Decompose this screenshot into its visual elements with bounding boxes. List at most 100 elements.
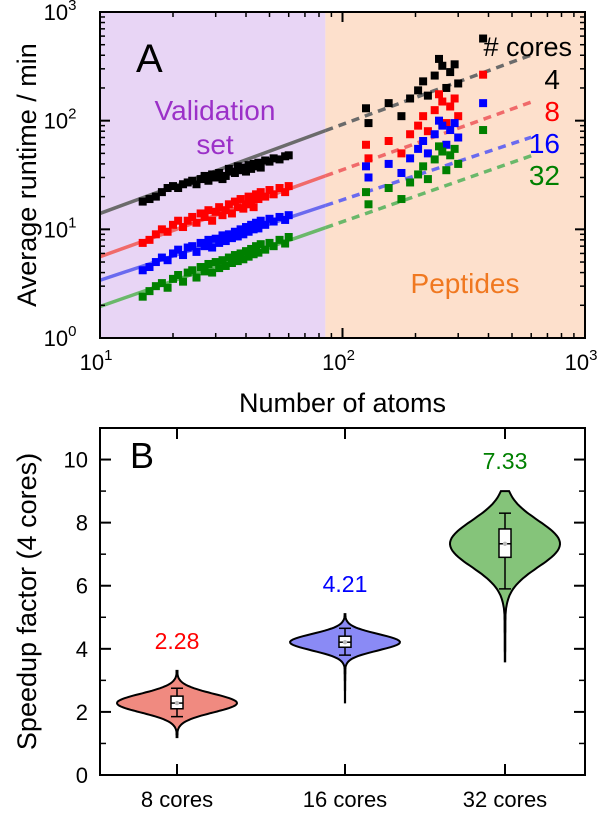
mean-label: 4.21 bbox=[323, 571, 368, 597]
point-32-cores bbox=[168, 274, 177, 283]
point-8-cores bbox=[249, 203, 258, 212]
axis-ticks-b: 0 2 4 6 8 10 8 cores 16 cores 32 cores bbox=[64, 427, 585, 812]
point-16-cores bbox=[450, 119, 459, 128]
point-4-cores bbox=[215, 168, 224, 177]
point-8-cores bbox=[479, 70, 488, 79]
point-32-cores bbox=[138, 292, 147, 301]
point-32-cores bbox=[151, 282, 160, 291]
point-32-cores bbox=[188, 266, 197, 275]
point-16-cores bbox=[249, 225, 258, 234]
point-4-cores bbox=[230, 168, 239, 177]
point-16-cores bbox=[454, 133, 463, 142]
y-tick-base: 10 bbox=[44, 326, 68, 351]
point-4-cores bbox=[145, 195, 154, 204]
point-4-cores bbox=[241, 167, 250, 176]
point-16-cores bbox=[200, 242, 209, 251]
point-8-cores bbox=[252, 190, 261, 199]
point-32-cores bbox=[227, 258, 236, 267]
point-4-cores bbox=[174, 184, 183, 193]
data-points bbox=[138, 34, 488, 301]
x-tick-label: 103 bbox=[565, 347, 598, 375]
point-8-cores bbox=[450, 94, 459, 103]
point-32-cores bbox=[249, 250, 258, 259]
point-16-cores bbox=[406, 154, 415, 163]
point-16-cores bbox=[397, 168, 406, 177]
legend-entry-8: 8 bbox=[544, 96, 560, 127]
y-tick-label: 101 bbox=[44, 214, 77, 242]
point-8-cores bbox=[230, 197, 239, 206]
point-16-cores bbox=[151, 258, 160, 267]
x-tick-exponent: 1 bbox=[104, 347, 112, 364]
point-8-cores bbox=[254, 195, 263, 204]
point-4-cores bbox=[362, 104, 371, 113]
y-tick-label-b: 2 bbox=[76, 700, 88, 725]
point-8-cores bbox=[430, 106, 439, 115]
point-16-cores bbox=[221, 237, 230, 246]
point-32-cores bbox=[183, 268, 192, 277]
point-8-cores bbox=[241, 200, 250, 209]
point-4-cores bbox=[211, 173, 220, 182]
point-8-cores bbox=[145, 235, 154, 244]
point-32-cores bbox=[218, 256, 227, 265]
point-32-cores bbox=[281, 239, 290, 248]
point-16-cores bbox=[362, 162, 371, 171]
point-32-cores bbox=[406, 178, 415, 187]
point-8-cores bbox=[435, 90, 444, 99]
point-4-cores bbox=[200, 171, 209, 180]
point-32-cores bbox=[397, 195, 406, 204]
point-16-cores bbox=[419, 136, 428, 145]
y-tick-label-b: 6 bbox=[76, 574, 88, 599]
point-4-cores bbox=[261, 156, 270, 165]
point-4-cores bbox=[179, 180, 188, 189]
point-32-cores bbox=[265, 238, 274, 247]
point-16-cores bbox=[227, 234, 236, 243]
y-tick-base: 10 bbox=[44, 0, 68, 25]
point-8-cores bbox=[423, 127, 432, 136]
point-16-cores bbox=[256, 216, 265, 225]
point-16-cores bbox=[438, 121, 447, 130]
point-32-cores bbox=[163, 283, 172, 292]
point-32-cores bbox=[241, 247, 250, 256]
point-16-cores bbox=[442, 140, 451, 149]
point-4-cores bbox=[247, 164, 256, 173]
point-4-cores bbox=[438, 61, 447, 70]
point-32-cores bbox=[479, 126, 488, 135]
point-8-cores bbox=[233, 203, 242, 212]
point-32-cores bbox=[179, 277, 188, 286]
point-8-cores bbox=[384, 136, 393, 145]
point-16-cores bbox=[168, 249, 177, 258]
violin-16-cores bbox=[289, 613, 401, 704]
y-tick-label-b: 4 bbox=[76, 637, 88, 662]
point-8-cores bbox=[183, 216, 192, 225]
point-8-cores bbox=[157, 225, 166, 234]
point-16-cores bbox=[414, 144, 423, 153]
point-16-cores bbox=[446, 126, 455, 135]
point-8-cores bbox=[204, 206, 213, 215]
point-4-cores bbox=[284, 151, 293, 160]
point-4-cores bbox=[265, 157, 274, 166]
panel-b-speedup-violin: 2.28 4.21 7.33 0 2 4 6 8 10 8 cores 16 cores 32 co… bbox=[12, 427, 586, 812]
legend-entry-32: 32 bbox=[529, 160, 560, 191]
region-label-peptides: Peptides bbox=[411, 268, 520, 299]
point-8-cores bbox=[284, 182, 293, 191]
point-8-cores bbox=[442, 119, 451, 128]
mean-marker bbox=[174, 700, 180, 706]
point-8-cores bbox=[362, 140, 371, 149]
x-tick-base: 10 bbox=[565, 350, 589, 375]
mean-marker bbox=[342, 639, 348, 645]
point-8-cores bbox=[224, 200, 233, 209]
point-32-cores bbox=[384, 184, 393, 193]
point-8-cores bbox=[261, 192, 270, 201]
point-8-cores bbox=[438, 97, 447, 106]
point-8-cores bbox=[179, 223, 188, 232]
point-16-cores bbox=[435, 116, 444, 125]
point-16-cores bbox=[163, 256, 172, 265]
point-16-cores bbox=[252, 218, 261, 227]
point-32-cores bbox=[364, 200, 373, 209]
point-8-cores bbox=[151, 230, 160, 239]
point-16-cores bbox=[145, 263, 154, 272]
y-tick-exponent: 3 bbox=[68, 0, 76, 14]
y-tick-label: 100 bbox=[44, 323, 77, 351]
